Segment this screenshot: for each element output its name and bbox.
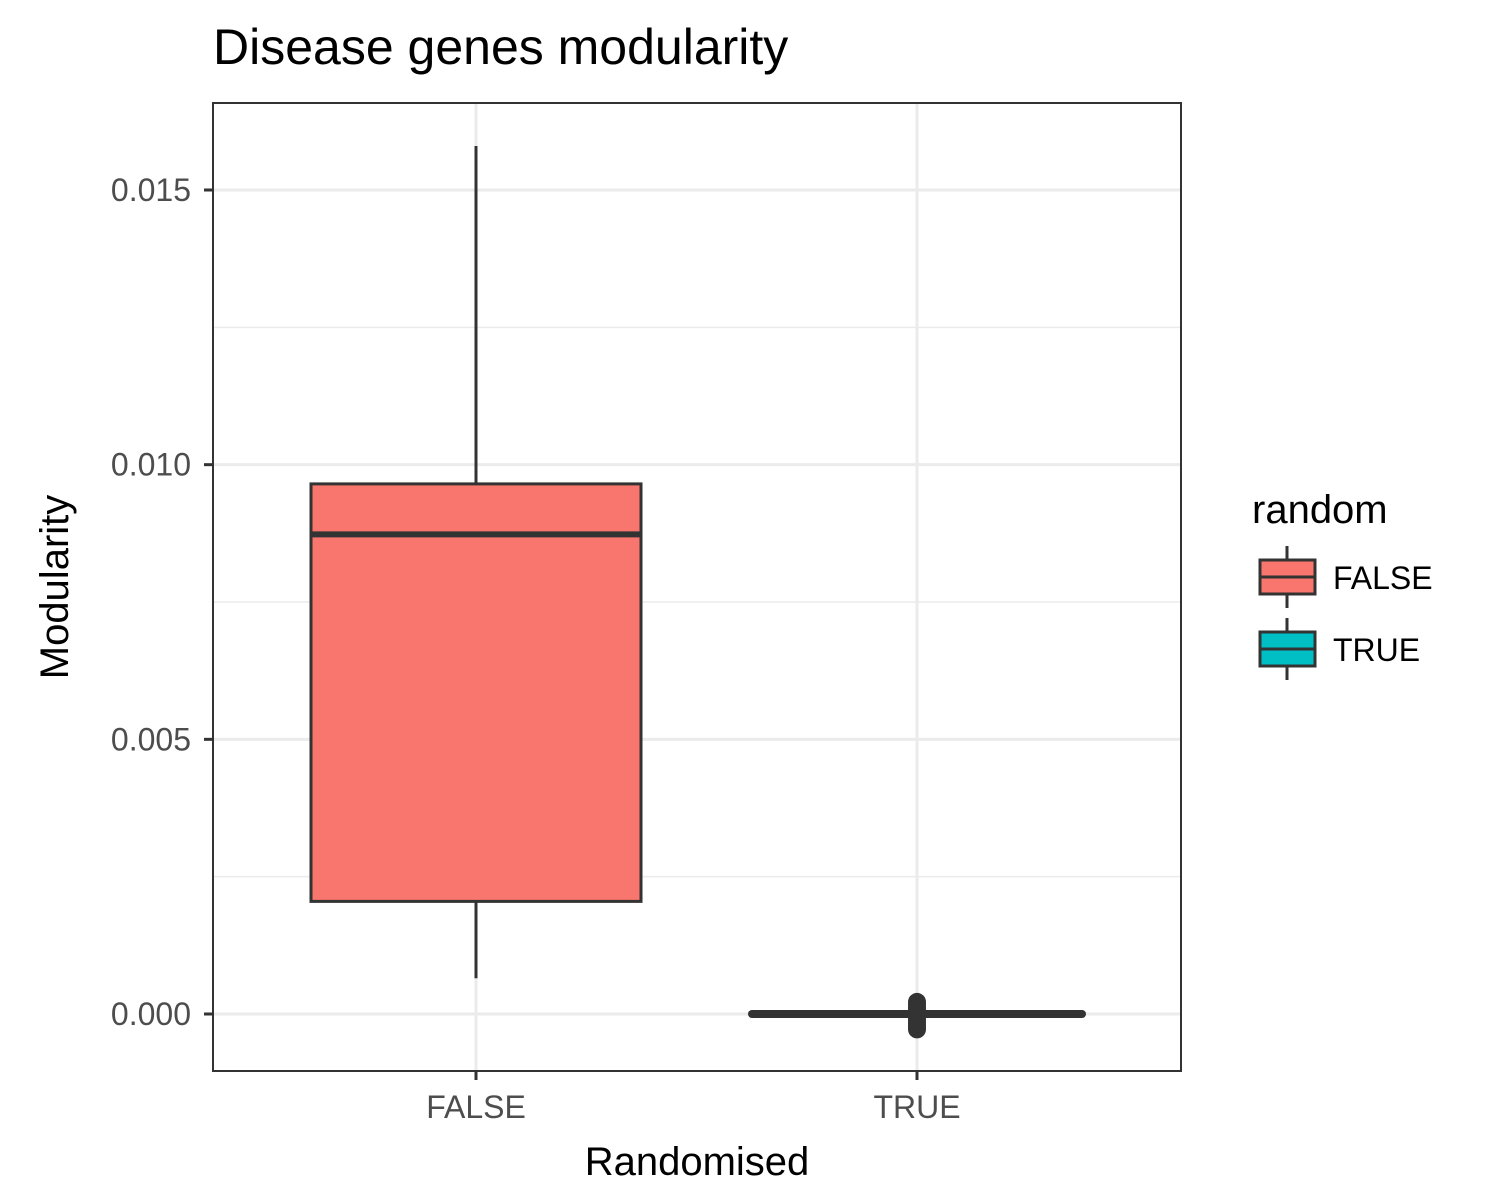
legend-label: FALSE — [1333, 560, 1433, 596]
y-tick-label: 0.005 — [111, 721, 191, 757]
y-tick-label: 0.015 — [111, 172, 191, 208]
box-iqr — [309, 482, 643, 903]
x-axis: FALSE TRUE — [426, 1071, 961, 1125]
legend: random FALSE TRUE — [1252, 488, 1433, 680]
outlier-point — [908, 1020, 926, 1039]
box-false — [309, 146, 643, 979]
y-axis-title: Modularity — [33, 495, 77, 680]
chart-title: Disease genes modularity — [213, 19, 788, 75]
legend-title: random — [1252, 488, 1388, 532]
y-tick-label: 0.000 — [111, 996, 191, 1032]
legend-label: TRUE — [1333, 632, 1420, 668]
y-tick-label: 0.010 — [111, 447, 191, 483]
legend-item-false: FALSE — [1258, 546, 1433, 608]
legend-item-true: TRUE — [1258, 618, 1420, 680]
box-plots — [309, 146, 1086, 1039]
x-tick-label: TRUE — [873, 1089, 960, 1125]
y-axis: 0.000 0.005 0.010 0.015 — [111, 172, 213, 1032]
x-axis-title: Randomised — [585, 1140, 810, 1184]
x-tick-label: FALSE — [426, 1089, 526, 1125]
plot-panel-border — [212, 102, 1182, 1072]
box-true — [748, 992, 1086, 1039]
